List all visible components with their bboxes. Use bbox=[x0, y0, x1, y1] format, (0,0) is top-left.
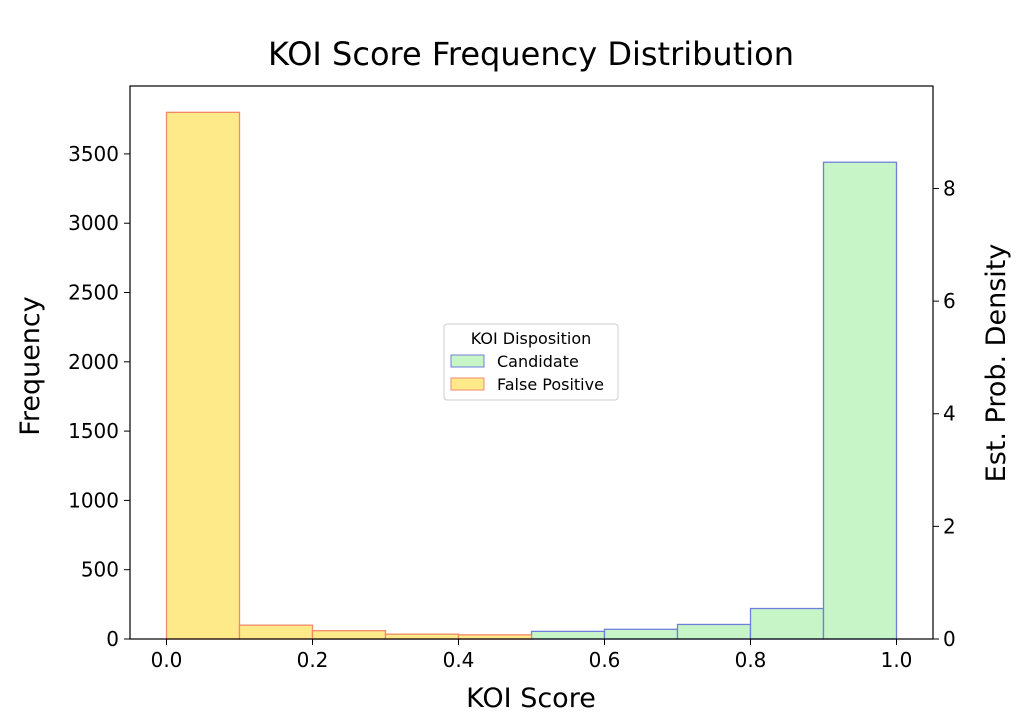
y-tick-label: 0 bbox=[106, 627, 119, 651]
y-tick-label: 2500 bbox=[68, 281, 119, 305]
bar-false-positive-1 bbox=[238, 624, 314, 640]
bar-candidate-9 bbox=[822, 161, 898, 640]
legend-box bbox=[443, 323, 619, 401]
y2-axis-ticks: 0 2 4 6 8 bbox=[933, 176, 956, 651]
y2-tick-label: 8 bbox=[943, 176, 956, 200]
plot-frame bbox=[129, 85, 934, 640]
bar-candidate-8 bbox=[749, 607, 825, 640]
x-tick-label: 1.0 bbox=[881, 648, 913, 672]
legend-swatch-false-positive bbox=[450, 377, 485, 391]
y2-tick-label: 4 bbox=[943, 402, 956, 426]
x-tick-label: 0.6 bbox=[589, 648, 621, 672]
legend-swatch-candidate bbox=[450, 354, 485, 368]
legend: KOI Disposition Candidate False Positive bbox=[443, 323, 619, 401]
y-tick-label: 1500 bbox=[68, 419, 119, 443]
y-axis-label: Frequency bbox=[15, 296, 46, 436]
y2-tick-label: 2 bbox=[943, 514, 956, 538]
y2-axis-label: Est. Prob. Density bbox=[981, 244, 1012, 483]
bar-false-positive-2 bbox=[311, 630, 387, 640]
y-tick-label: 2000 bbox=[68, 350, 119, 374]
bar-candidate-5 bbox=[530, 630, 606, 640]
y-tick-label: 500 bbox=[81, 558, 119, 582]
legend-label-false-positive: False Positive bbox=[497, 375, 604, 394]
x-tick-label: 0.4 bbox=[443, 648, 475, 672]
histogram-bars bbox=[165, 111, 898, 640]
legend-label-candidate: Candidate bbox=[497, 352, 579, 371]
bar-candidate-6 bbox=[603, 628, 679, 640]
y2-tick-label: 0 bbox=[943, 627, 956, 651]
legend-title: KOI Disposition bbox=[471, 329, 592, 348]
bar-false-positive-3 bbox=[384, 633, 460, 640]
x-axis-ticks: 0.0 0.2 0.4 0.6 0.8 1.0 bbox=[151, 639, 913, 672]
bar-candidate-7 bbox=[676, 623, 752, 640]
x-tick-label: 0.0 bbox=[151, 648, 183, 672]
y-axis-ticks: 0 500 1000 1500 2000 2500 3000 3500 bbox=[68, 142, 130, 651]
x-tick-label: 0.2 bbox=[297, 648, 329, 672]
bar-false-positive-4 bbox=[457, 634, 533, 640]
y-tick-label: 3500 bbox=[68, 142, 119, 166]
x-tick-label: 0.8 bbox=[735, 648, 767, 672]
y2-tick-label: 6 bbox=[943, 289, 956, 313]
y-tick-label: 1000 bbox=[68, 488, 119, 512]
y-tick-label: 3000 bbox=[68, 211, 119, 235]
x-axis-label: KOI Score bbox=[466, 683, 596, 714]
chart-title: KOI Score Frequency Distribution bbox=[268, 35, 794, 73]
bar-false-positive-0 bbox=[165, 111, 241, 640]
